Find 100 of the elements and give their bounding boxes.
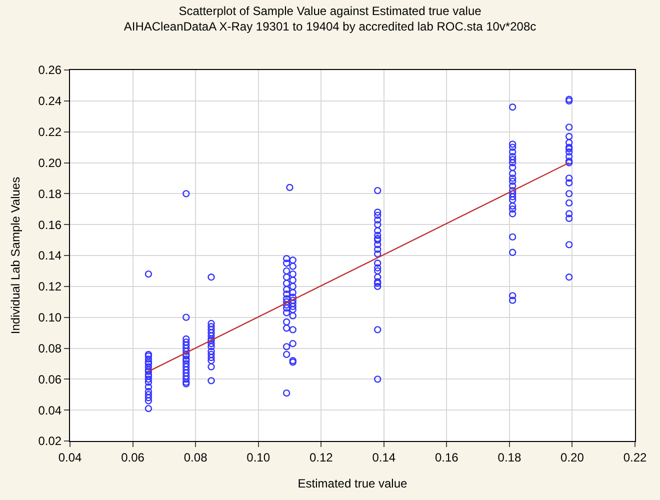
point [565, 179, 573, 186]
point [508, 140, 516, 148]
point [508, 196, 516, 204]
point [144, 397, 152, 404]
point [282, 318, 290, 326]
point [374, 274, 382, 281]
point [565, 132, 573, 140]
point [374, 216, 382, 224]
point [508, 296, 516, 304]
point [508, 248, 516, 256]
point [565, 210, 573, 218]
point [144, 404, 152, 412]
point [289, 276, 296, 284]
y-tick-label: 0.22 [38, 125, 62, 140]
point [508, 190, 516, 198]
y-tick-label: 0.06 [38, 372, 62, 386]
point [208, 329, 215, 336]
point [508, 186, 516, 194]
point [208, 320, 215, 328]
y-tick-label: 0.04 [38, 403, 62, 418]
point [182, 366, 190, 374]
point [182, 369, 190, 377]
point [374, 260, 382, 267]
point [289, 282, 296, 290]
point [289, 300, 296, 308]
point [374, 220, 382, 228]
point [144, 394, 152, 402]
point [208, 274, 215, 281]
point [508, 144, 516, 151]
point [282, 389, 290, 397]
chart-subtitle: AIHACleanDataA X-Ray 19301 to 19404 by accredited lab ROC.sta 10v*208c [124, 20, 536, 34]
point [565, 139, 573, 146]
point [289, 270, 296, 278]
point [508, 178, 516, 185]
point [508, 292, 516, 300]
point [282, 324, 290, 332]
x-tick-label: 0.14 [372, 450, 396, 464]
point [508, 233, 516, 241]
point [508, 164, 516, 171]
point [282, 267, 290, 275]
point [282, 274, 290, 281]
x-tick-label: 0.10 [246, 450, 270, 464]
point [182, 344, 190, 352]
point [289, 289, 296, 296]
y-tick-label: 0.26 [38, 63, 62, 78]
point [282, 280, 290, 287]
point [508, 159, 516, 166]
point [289, 262, 296, 270]
point [182, 355, 190, 363]
x-tick-label: 0.18 [498, 450, 522, 464]
point [374, 227, 382, 234]
point [374, 246, 382, 253]
point [144, 388, 152, 396]
point [182, 190, 190, 198]
point [182, 363, 190, 370]
point [182, 335, 190, 343]
point [282, 254, 290, 262]
point [144, 391, 152, 398]
point [144, 355, 152, 363]
point [208, 350, 215, 358]
x-tick-label: 0.20 [560, 450, 584, 464]
point [144, 368, 152, 376]
point [208, 357, 215, 364]
y-tick-label: 0.24 [38, 94, 62, 108]
point [282, 286, 290, 294]
point [208, 332, 215, 340]
point [374, 282, 382, 290]
point [282, 301, 290, 309]
point [374, 376, 382, 383]
point [144, 383, 152, 390]
point [508, 193, 516, 200]
point [282, 304, 290, 312]
point [508, 210, 516, 218]
point [182, 338, 190, 346]
point [374, 241, 382, 248]
point [282, 290, 290, 298]
point [208, 363, 215, 370]
point [565, 199, 573, 207]
x-tick-label: 0.08 [184, 450, 208, 464]
point [565, 97, 573, 105]
point [208, 348, 215, 355]
y-tick-label: 0.16 [38, 218, 62, 232]
point [374, 250, 382, 258]
point [374, 232, 382, 239]
point [144, 378, 152, 386]
point [208, 377, 215, 384]
y-tick-label: 0.18 [38, 186, 62, 201]
x-tick-label: 0.12 [309, 450, 334, 464]
point [374, 267, 382, 275]
point [289, 302, 296, 310]
chart-title: Scatterplot of Sample Value against Estimated true value [178, 4, 482, 18]
x-axis-title: Estimated true value [298, 476, 408, 490]
y-tick-label: 0.10 [38, 310, 62, 325]
point [208, 354, 215, 362]
point [182, 360, 190, 368]
point [508, 174, 516, 182]
point [144, 363, 152, 370]
point [565, 190, 573, 198]
point [508, 170, 516, 178]
point [282, 260, 290, 267]
